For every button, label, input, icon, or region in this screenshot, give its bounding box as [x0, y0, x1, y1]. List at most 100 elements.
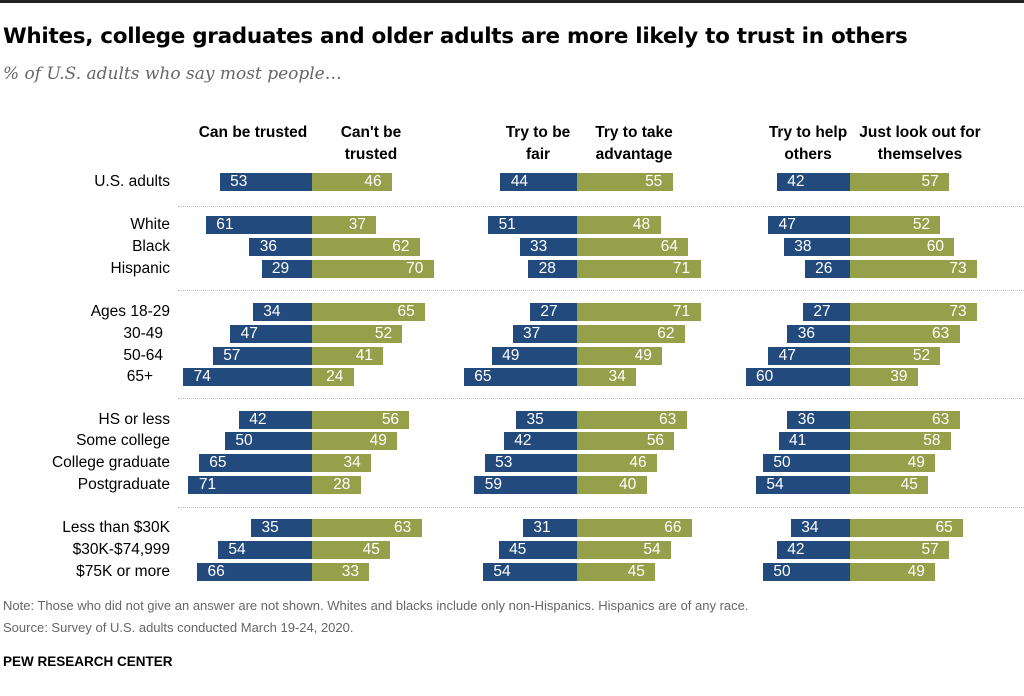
group-separator — [178, 290, 1024, 291]
chart-title: Whites, college graduates and older adul… — [3, 24, 908, 49]
bar-right-label: 70 — [406, 260, 424, 277]
bar-left — [491, 347, 577, 365]
bar-right — [312, 454, 372, 472]
bar-left — [463, 368, 577, 386]
bar-right — [312, 216, 377, 234]
row-label: HS or less — [98, 411, 171, 428]
row-label: Less than $30K — [62, 519, 170, 536]
bar-left — [484, 454, 577, 472]
bar-right-label: 65 — [935, 519, 953, 536]
bar-right — [312, 325, 403, 343]
bar-left — [528, 260, 577, 278]
bar-right-label: 57 — [921, 541, 939, 558]
bar-right — [577, 216, 661, 234]
bar-right-label: 62 — [392, 238, 410, 255]
row-label: 30-49 — [123, 325, 163, 342]
bar-right — [312, 347, 384, 365]
bar-right — [312, 519, 422, 537]
bar-right-label: 37 — [348, 216, 366, 233]
bar-right — [850, 519, 964, 537]
bar-left — [503, 432, 577, 450]
bar-right — [850, 476, 929, 494]
bar-left — [516, 411, 577, 429]
bar-left-label: 36 — [797, 325, 815, 342]
bar-right — [577, 325, 685, 343]
bar-right-label: 45 — [900, 476, 918, 493]
bar-left-label: 47 — [778, 216, 796, 233]
bar-left-label: 31 — [533, 519, 551, 536]
bar-right — [577, 432, 675, 450]
bar-right-label: 45 — [362, 541, 380, 558]
bar-left-label: 28 — [538, 260, 556, 277]
group-separator — [178, 206, 1024, 207]
bar-left — [803, 303, 850, 321]
bar-left — [252, 303, 312, 321]
bar-right-label: 24 — [326, 368, 344, 385]
bar-left — [218, 541, 312, 559]
bar-left-label: 61 — [216, 216, 234, 233]
bar-right-label: 55 — [645, 173, 663, 190]
bar-right — [850, 303, 978, 321]
bar-right-label: 49 — [907, 454, 925, 471]
bar-right — [312, 303, 426, 321]
bar-right-label: 66 — [664, 519, 682, 536]
bar-left — [523, 519, 577, 537]
row-label: College graduate — [51, 454, 170, 471]
bar-right-label: 33 — [341, 563, 360, 580]
bar-left — [776, 173, 850, 191]
bar-right-label: 46 — [629, 454, 647, 471]
bar-left-label: 71 — [198, 476, 217, 493]
bar-left — [474, 476, 577, 494]
bar-right — [312, 260, 434, 278]
bar-right-label: 54 — [643, 541, 661, 558]
row-label: 65+ — [126, 368, 153, 385]
bar-left — [768, 347, 850, 365]
bar-left-label: 65 — [209, 454, 227, 471]
bar-left-label: 34 — [263, 303, 281, 320]
bar-left — [483, 563, 577, 581]
bar-right — [577, 411, 687, 429]
bar-right-label: 73 — [949, 303, 967, 320]
bar-left-label: 42 — [787, 173, 805, 190]
bar-left — [212, 347, 312, 365]
bar-left-label: 47 — [240, 325, 258, 342]
bar-right-label: 63 — [931, 325, 950, 342]
group-separator — [178, 398, 1024, 399]
bar-left-label: 36 — [797, 411, 815, 428]
header-can-be-trusted: Can be trusted — [198, 124, 308, 141]
bar-right-label: 64 — [660, 238, 678, 255]
bar-right — [850, 563, 936, 581]
bar-left — [488, 216, 577, 234]
bar-right-label: 40 — [618, 476, 637, 493]
row-label: $30K-$74,999 — [72, 541, 170, 558]
header-try-to-help-others: Try to help others — [768, 124, 848, 163]
row-label: U.S. adults — [94, 173, 170, 190]
bar-left-label: 27 — [813, 303, 831, 320]
bar-right-label: 73 — [949, 260, 967, 277]
bar-left-label: 65 — [474, 368, 492, 385]
bar-left — [498, 541, 577, 559]
bar-right — [850, 368, 918, 386]
row-label: 50-64 — [123, 347, 163, 364]
bar-right — [850, 411, 960, 429]
note: Note: Those who did not give an answer a… — [3, 598, 749, 613]
bar-left-label: 59 — [484, 476, 502, 493]
bar-right — [577, 541, 671, 559]
bar-right-label: 28 — [333, 476, 351, 493]
bar-right-label: 63 — [931, 411, 950, 428]
bar-right-label: 63 — [393, 519, 412, 536]
row-label: Some college — [76, 432, 170, 449]
bar-left-label: 35 — [261, 519, 279, 536]
bar-left-label: 29 — [271, 260, 290, 277]
bar-left — [776, 541, 850, 559]
header-cant-be-trusted: Can't be trusted — [340, 124, 402, 163]
bar-right-label: 39 — [890, 368, 908, 385]
bar-right — [312, 238, 420, 256]
bar-right — [850, 325, 960, 343]
bar-right-label: 52 — [374, 325, 393, 342]
bar-left-label: 53 — [230, 173, 248, 190]
bar-right — [312, 368, 354, 386]
bar-right — [577, 476, 647, 494]
bar-left — [530, 303, 577, 321]
bar-right-label: 58 — [923, 432, 941, 449]
